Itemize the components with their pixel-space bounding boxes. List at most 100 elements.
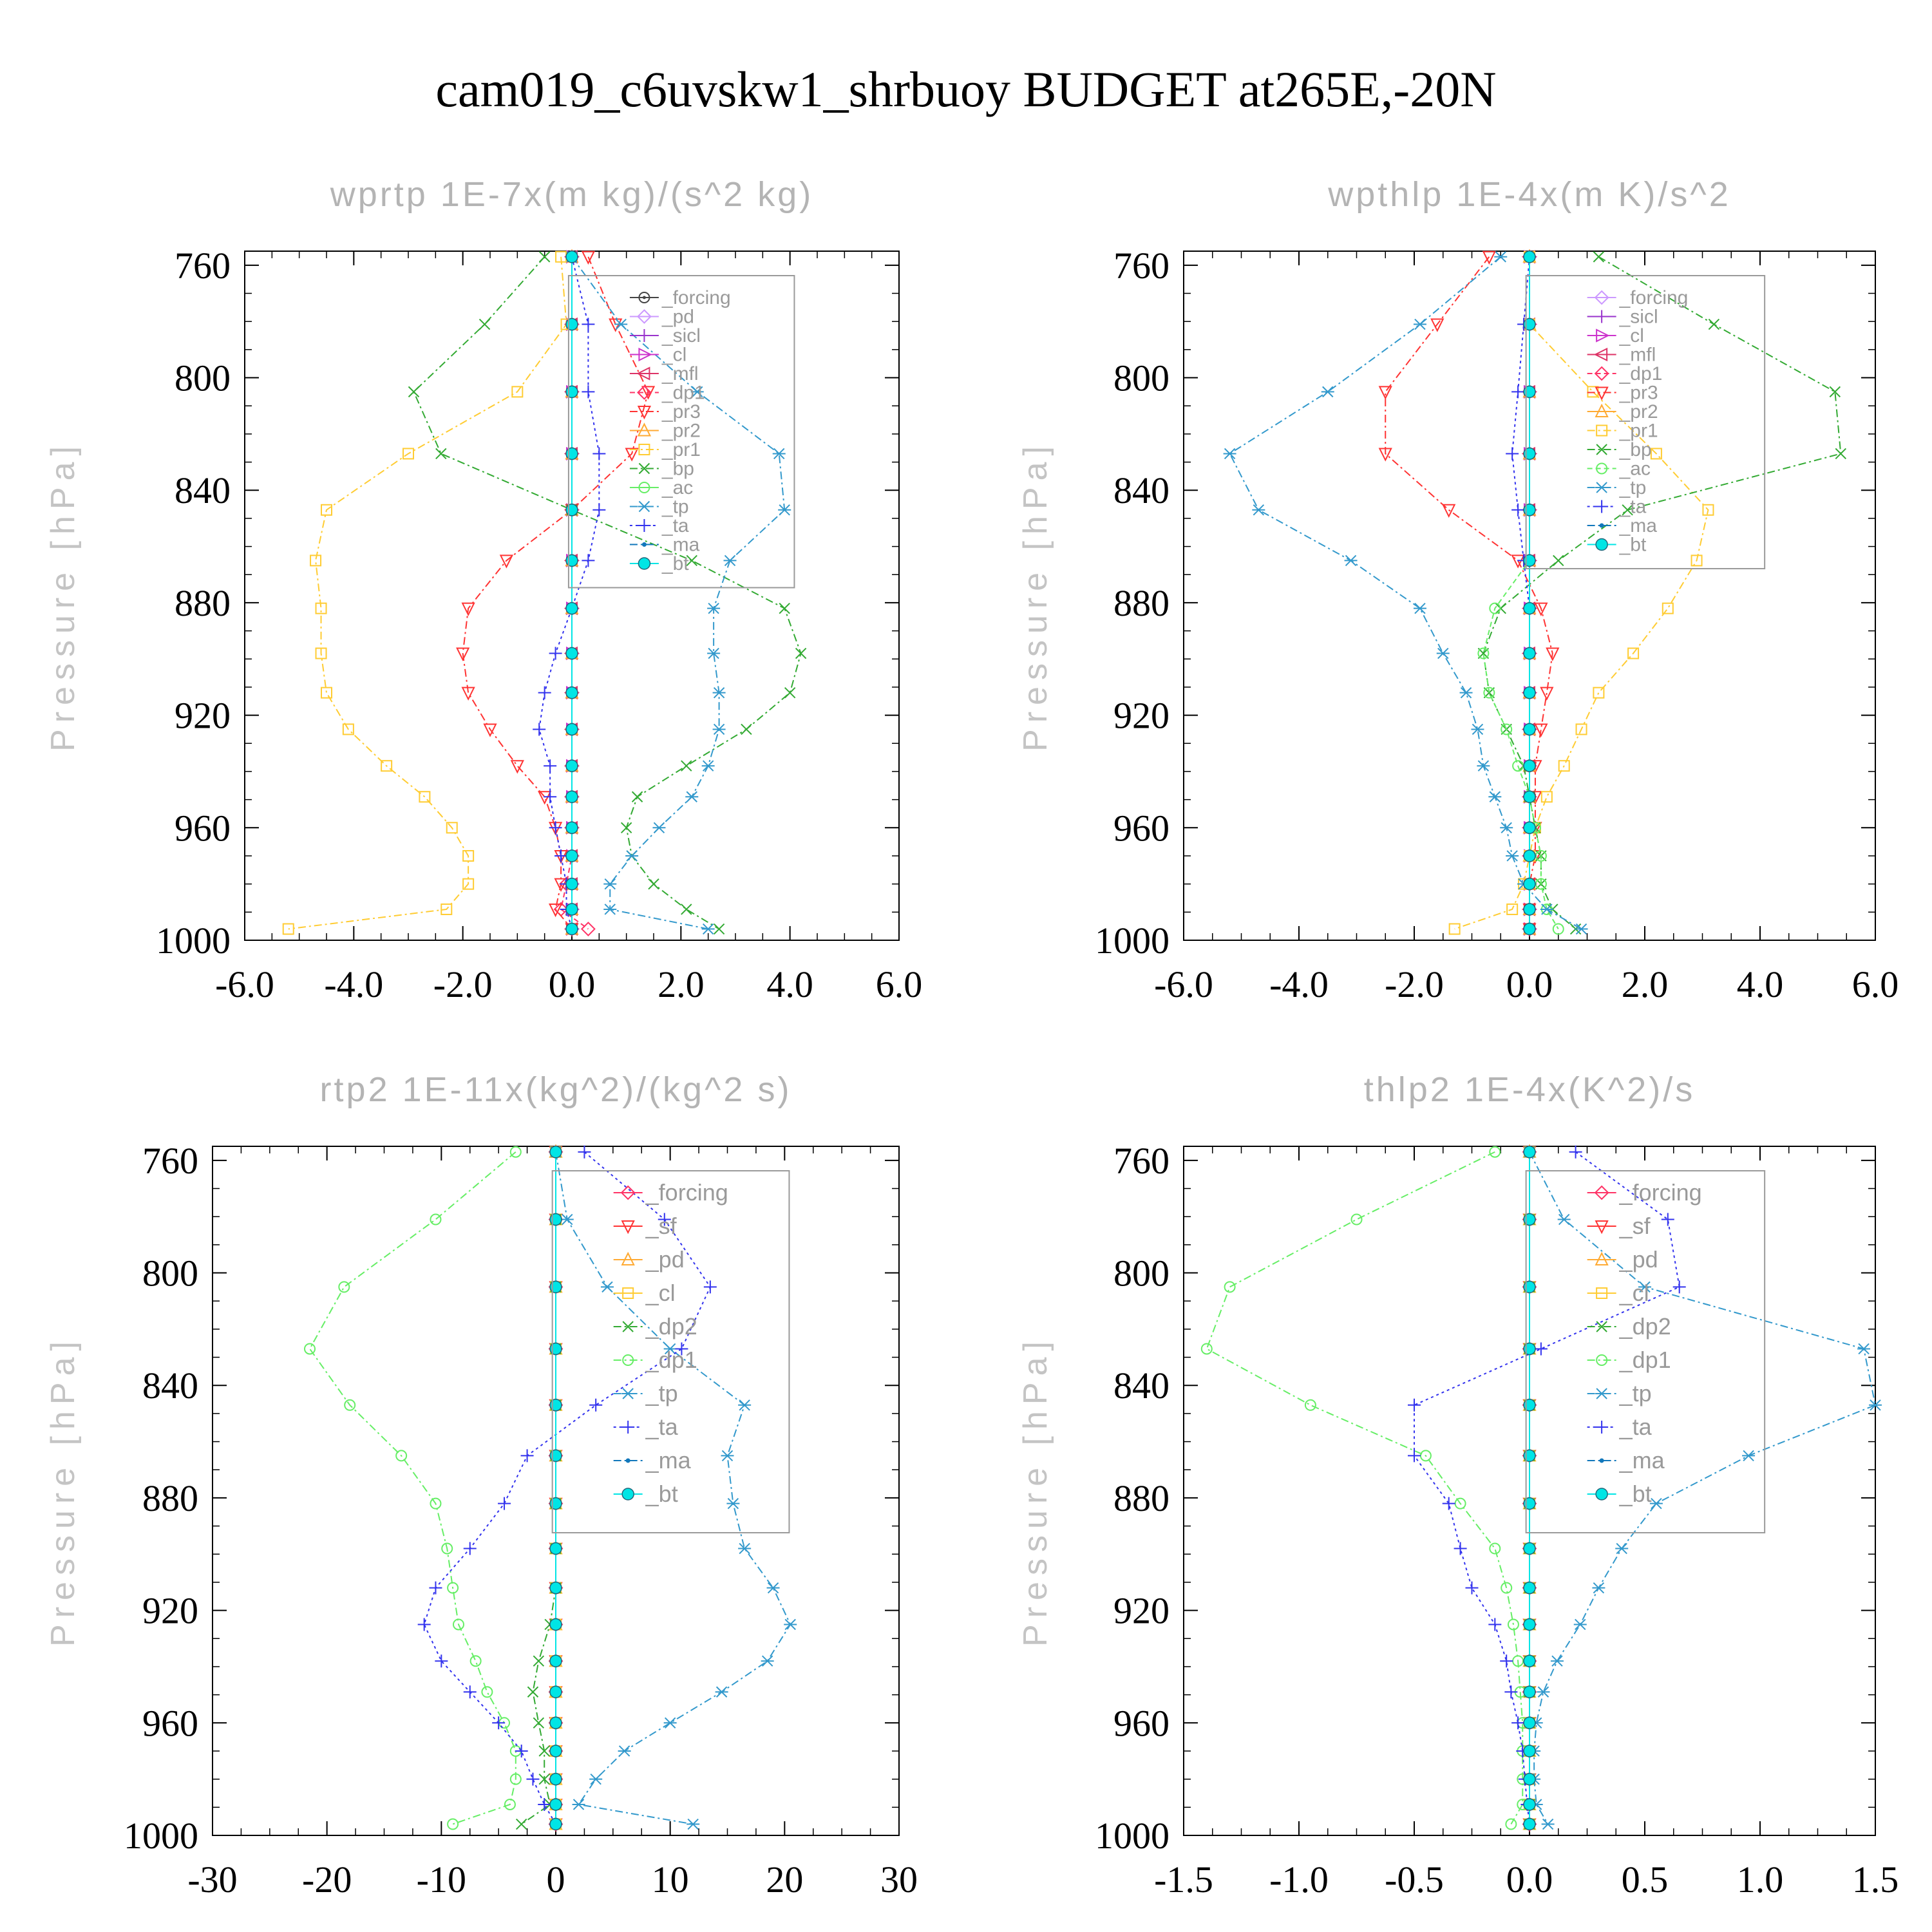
- legend-label: _forcing: [1619, 287, 1689, 308]
- legend-label: _bp: [661, 459, 694, 480]
- data-point-bt: [1523, 1745, 1536, 1757]
- legend-box: [551, 1170, 790, 1533]
- legend-label: _bt: [1619, 535, 1647, 556]
- legend-marker-pr3: [637, 406, 652, 420]
- legend: _forcing_pd_sicl_cl_mfl_dp1_pr3_pr2_pr1_…: [567, 275, 795, 589]
- legend-label: _cl: [1619, 1280, 1649, 1306]
- data-point-dp1: [1489, 1542, 1501, 1555]
- legend-label: _mfl: [661, 363, 699, 384]
- data-point-bp: [681, 904, 692, 915]
- y-tick-label: 800: [142, 1253, 198, 1294]
- y-tick-label: 920: [1113, 1590, 1170, 1632]
- series-line-ta: [1414, 1151, 1680, 1824]
- data-point-dp1: [338, 1281, 350, 1293]
- data-point-bt: [549, 1772, 562, 1786]
- y-tick-label: 880: [142, 1477, 198, 1519]
- data-point-ta: [675, 1342, 688, 1356]
- data-point-bp: [538, 251, 551, 263]
- legend-marker-tp: [1595, 1388, 1609, 1399]
- legend: _forcing _sf _pd _cl _dp2 _dp1 _tp _ta _ma _bt: [551, 1170, 790, 1533]
- y-tick-label: 800: [175, 357, 231, 399]
- legend-box: [567, 275, 795, 589]
- series-group: [282, 249, 807, 937]
- data-point-bp: [408, 386, 420, 398]
- legend-label: _ta: [1619, 497, 1647, 518]
- data-point-bt: [565, 250, 578, 263]
- legend-label: _pr1: [661, 439, 701, 460]
- panel-grid: wprtp 1E-7x(m kg)/(s^2 kg) Pressure [hPa]…: [44, 175, 1899, 1900]
- data-point-ta: [1534, 1342, 1548, 1356]
- data-point-tp: [603, 904, 617, 915]
- data-point-bp: [1622, 504, 1633, 516]
- data-point-tp: [707, 647, 721, 659]
- y-axis-label: Pressure [hPa]: [1017, 1335, 1054, 1647]
- data-point-ta: [582, 385, 595, 399]
- data-point-tp: [1488, 791, 1502, 802]
- data-point-bp: [435, 448, 447, 460]
- x-tick-label: 1.0: [1737, 1859, 1784, 1900]
- data-point-tp: [625, 850, 639, 862]
- figure-title: cam019_c6uvskw1_shrbuoy BUDGET at265E,-2…: [435, 61, 1496, 117]
- data-point-bt: [565, 922, 578, 936]
- data-point-tp: [663, 1343, 677, 1355]
- panel-0: wprtp 1E-7x(m kg)/(s^2 kg) Pressure [hPa]…: [44, 175, 922, 1005]
- data-point-bt: [1523, 903, 1536, 916]
- data-point-pr1: [1650, 448, 1662, 460]
- data-point-pr1: [321, 504, 332, 516]
- legend-marker-tp: [638, 500, 651, 513]
- data-point-bt: [1523, 1685, 1536, 1699]
- data-point-bp: [1835, 448, 1847, 460]
- data-point-ta: [703, 1280, 717, 1294]
- x-tick-label: 10: [652, 1859, 689, 1900]
- data-point-ta: [520, 1449, 534, 1463]
- legend-label: _bt: [661, 553, 689, 574]
- x-tick-label: -20: [302, 1859, 352, 1900]
- x-tick-label: 30: [880, 1859, 918, 1900]
- data-point-tp: [761, 1655, 774, 1667]
- legend-marker-ta: [1595, 1421, 1609, 1434]
- data-point-bt: [565, 877, 578, 891]
- data-point-tp: [685, 791, 699, 802]
- data-point-tp: [1857, 1343, 1871, 1355]
- data-point-pr1: [1575, 723, 1587, 735]
- data-point-tp: [1573, 1618, 1587, 1631]
- y-tick-label: 1000: [124, 1815, 198, 1857]
- data-point-tp: [1223, 448, 1236, 460]
- x-tick-label: 0.0: [1506, 963, 1553, 1005]
- data-point-ac: [1501, 723, 1513, 735]
- data-point-ac: [1552, 923, 1564, 935]
- legend-label: _sf: [1619, 1213, 1651, 1239]
- legend-marker-mfl: [636, 366, 650, 381]
- data-point-bp: [1829, 386, 1841, 398]
- data-point-bt: [549, 1716, 562, 1730]
- data-point-tp: [1550, 1655, 1564, 1667]
- data-point-bt: [1523, 877, 1536, 891]
- data-point-dp1: [441, 1542, 453, 1555]
- legend-marker-forcing: [638, 292, 650, 303]
- x-tick-label: -30: [187, 1859, 237, 1900]
- y-tick-label: 960: [142, 1702, 198, 1744]
- data-point-tp: [652, 822, 666, 834]
- legend-marker-bt: [1595, 538, 1608, 551]
- data-point-bt: [1523, 1817, 1536, 1831]
- legend-label: _pr2: [661, 421, 701, 442]
- y-tick-label: 800: [1113, 1253, 1170, 1294]
- data-point-bt: [565, 385, 578, 399]
- y-tick-label: 760: [1113, 245, 1170, 287]
- data-point-pr1: [1593, 687, 1605, 699]
- data-point-tp: [1742, 1450, 1756, 1462]
- legend-marker-ta: [621, 1421, 635, 1434]
- data-point-tp: [738, 1399, 752, 1411]
- data-point-pr1: [446, 822, 458, 834]
- data-point-bt: [549, 1654, 562, 1667]
- legend-marker-sicl: [638, 329, 651, 342]
- data-point-pr3: [1534, 602, 1548, 616]
- data-point-tp: [701, 923, 715, 935]
- data-point-bt: [1523, 1145, 1536, 1159]
- panel-3: thlp2 1E-4x(K^2)/s Pressure [hPa] -1.5 -1.0…: [1017, 1070, 1899, 1900]
- data-point-pr1: [1506, 903, 1519, 915]
- data-point-ta: [417, 1618, 431, 1631]
- legend-marker-dp2: [1596, 1321, 1607, 1332]
- data-point-tp: [603, 878, 617, 890]
- data-point-tp: [1541, 1818, 1555, 1830]
